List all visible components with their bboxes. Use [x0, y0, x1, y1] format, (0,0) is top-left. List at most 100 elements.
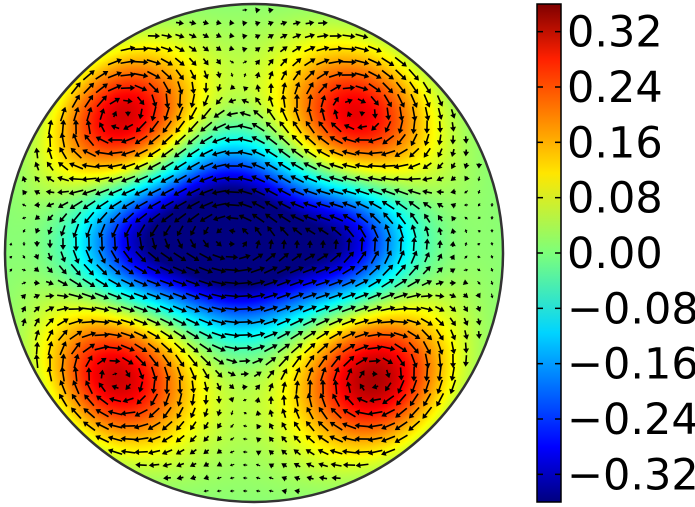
- vector-arrow: [367, 318, 383, 325]
- vector-arrow: [96, 95, 107, 108]
- vector-arrow: [329, 435, 344, 443]
- vector-arrow: [84, 134, 95, 147]
- vector-arrow: [47, 214, 54, 222]
- vector-arrow: [187, 134, 200, 145]
- vector-arrow: [253, 371, 262, 378]
- vector-arrow: [251, 201, 265, 210]
- vector-arrow: [316, 45, 330, 52]
- vector-arrow: [341, 279, 356, 287]
- vector-arrow: [393, 305, 409, 312]
- vector-arrow: [95, 200, 109, 210]
- vector-arrow: [359, 111, 366, 117]
- vector-arrow: [134, 200, 148, 209]
- vector-arrow: [203, 408, 209, 418]
- vector-arrow: [279, 121, 290, 134]
- vector-arrow: [256, 437, 262, 443]
- vector-arrow: [277, 162, 291, 171]
- vector-arrow: [264, 148, 278, 158]
- vector-arrow: [396, 133, 406, 146]
- vector-arrow: [150, 393, 159, 407]
- vector-arrow: [293, 93, 300, 109]
- vector-arrow: [382, 264, 394, 276]
- vector-arrow: [255, 84, 262, 92]
- vector-arrow: [21, 281, 27, 285]
- vector-arrow: [47, 119, 54, 135]
- vector-arrow: [435, 328, 444, 341]
- vector-arrow: [189, 238, 196, 249]
- vector-arrow: [149, 120, 160, 133]
- vector-arrow: [436, 203, 444, 209]
- vector-arrow: [173, 342, 186, 354]
- vector-arrow: [137, 381, 144, 393]
- vector-arrow: [343, 251, 355, 264]
- vector-arrow: [68, 318, 84, 325]
- vector-arrow: [281, 381, 288, 393]
- vector-arrow: [407, 330, 421, 339]
- vector-arrow: [150, 380, 157, 394]
- vector-arrow: [355, 33, 369, 40]
- vector-arrow: [407, 162, 421, 170]
- vector-arrow: [369, 357, 381, 364]
- vector-arrow: [292, 46, 302, 53]
- vector-arrow: [436, 366, 443, 382]
- vector-arrow: [424, 213, 431, 223]
- vector-arrow: [357, 98, 367, 104]
- vector-arrow: [367, 423, 383, 430]
- vector-arrow: [189, 19, 197, 26]
- vector-arrow: [242, 489, 248, 493]
- colorbar-tick-label: −0.08: [567, 284, 695, 334]
- vector-arrow: [280, 107, 288, 122]
- vector-arrow: [302, 305, 317, 313]
- vector-arrow: [107, 306, 123, 313]
- vector-arrow: [302, 279, 318, 287]
- vector-arrow: [162, 120, 172, 134]
- vector-arrow: [21, 268, 27, 272]
- vector-arrow: [490, 242, 494, 246]
- vector-arrow: [268, 382, 274, 392]
- vector-arrow: [163, 366, 171, 382]
- vector-arrow: [134, 135, 148, 145]
- vector-arrow: [185, 318, 200, 326]
- vector-arrow: [59, 132, 66, 148]
- vector-arrow: [70, 82, 81, 95]
- vector-arrow: [160, 212, 174, 223]
- vector-arrow: [396, 93, 405, 108]
- vector-arrow: [281, 422, 287, 431]
- vector-arrow: [316, 58, 330, 66]
- vector-arrow: [477, 280, 481, 285]
- vector-arrow: [263, 279, 279, 287]
- vector-arrow: [176, 225, 184, 237]
- vector-arrow: [307, 94, 314, 109]
- vector-arrow: [380, 318, 396, 325]
- vector-arrow: [341, 136, 357, 143]
- vector-arrow: [342, 201, 357, 209]
- vector-arrow: [294, 81, 301, 95]
- vector-arrow: [329, 343, 342, 354]
- vector-arrow: [394, 434, 408, 443]
- vector-arrow: [70, 263, 81, 276]
- vector-arrow: [294, 380, 301, 394]
- vector-arrow: [33, 279, 41, 286]
- vector-arrow: [174, 45, 185, 52]
- vector-arrow: [255, 7, 261, 14]
- vector-arrow: [159, 292, 175, 300]
- vector-arrow: [263, 305, 279, 312]
- vector-arrow: [319, 379, 326, 395]
- vector-arrow: [213, 109, 225, 118]
- vector-arrow: [345, 367, 353, 381]
- vector-arrow: [490, 255, 494, 259]
- vector-arrow: [109, 358, 121, 365]
- vector-arrow: [424, 353, 431, 369]
- vector-arrow: [20, 293, 26, 300]
- vector-arrow: [120, 305, 136, 313]
- vector-arrow: [341, 331, 356, 339]
- vector-arrow: [229, 19, 235, 26]
- vector-arrow: [107, 292, 122, 300]
- vector-arrow: [109, 97, 121, 105]
- vector-arrow: [211, 319, 227, 326]
- vector-arrow: [176, 474, 184, 481]
- vector-arrow: [212, 253, 226, 261]
- vector-arrow: [134, 175, 149, 183]
- vector-arrow: [147, 187, 162, 196]
